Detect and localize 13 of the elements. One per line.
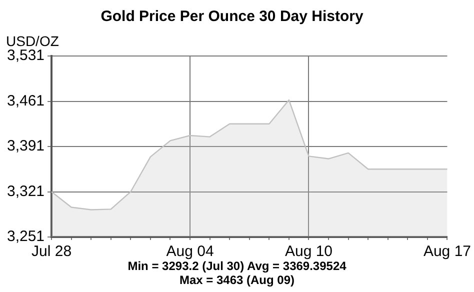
x-tick-label: Jul 28 bbox=[32, 243, 72, 260]
y-axis-title: USD/OZ bbox=[6, 33, 60, 49]
y-tick-label: 3,531 bbox=[6, 47, 45, 64]
text: Max = 3463 (Aug 09) bbox=[179, 273, 295, 287]
y-tick-label: 3,321 bbox=[6, 182, 45, 200]
text: Min = 3293.2 (Jul 30) Avg = 3369.39524 bbox=[128, 259, 347, 273]
y-tick-label: 3,251 bbox=[6, 228, 45, 246]
y-tick-label: 3,461 bbox=[6, 92, 45, 110]
x-tick-label: Aug 17 bbox=[423, 243, 472, 260]
y-tick-label: 3,391 bbox=[6, 138, 45, 155]
chart-title: Gold Price Per Ounce 30 Day History bbox=[100, 8, 364, 26]
x-tick-label: Aug 04 bbox=[166, 243, 214, 260]
x-tick-label: Aug 10 bbox=[284, 243, 333, 260]
